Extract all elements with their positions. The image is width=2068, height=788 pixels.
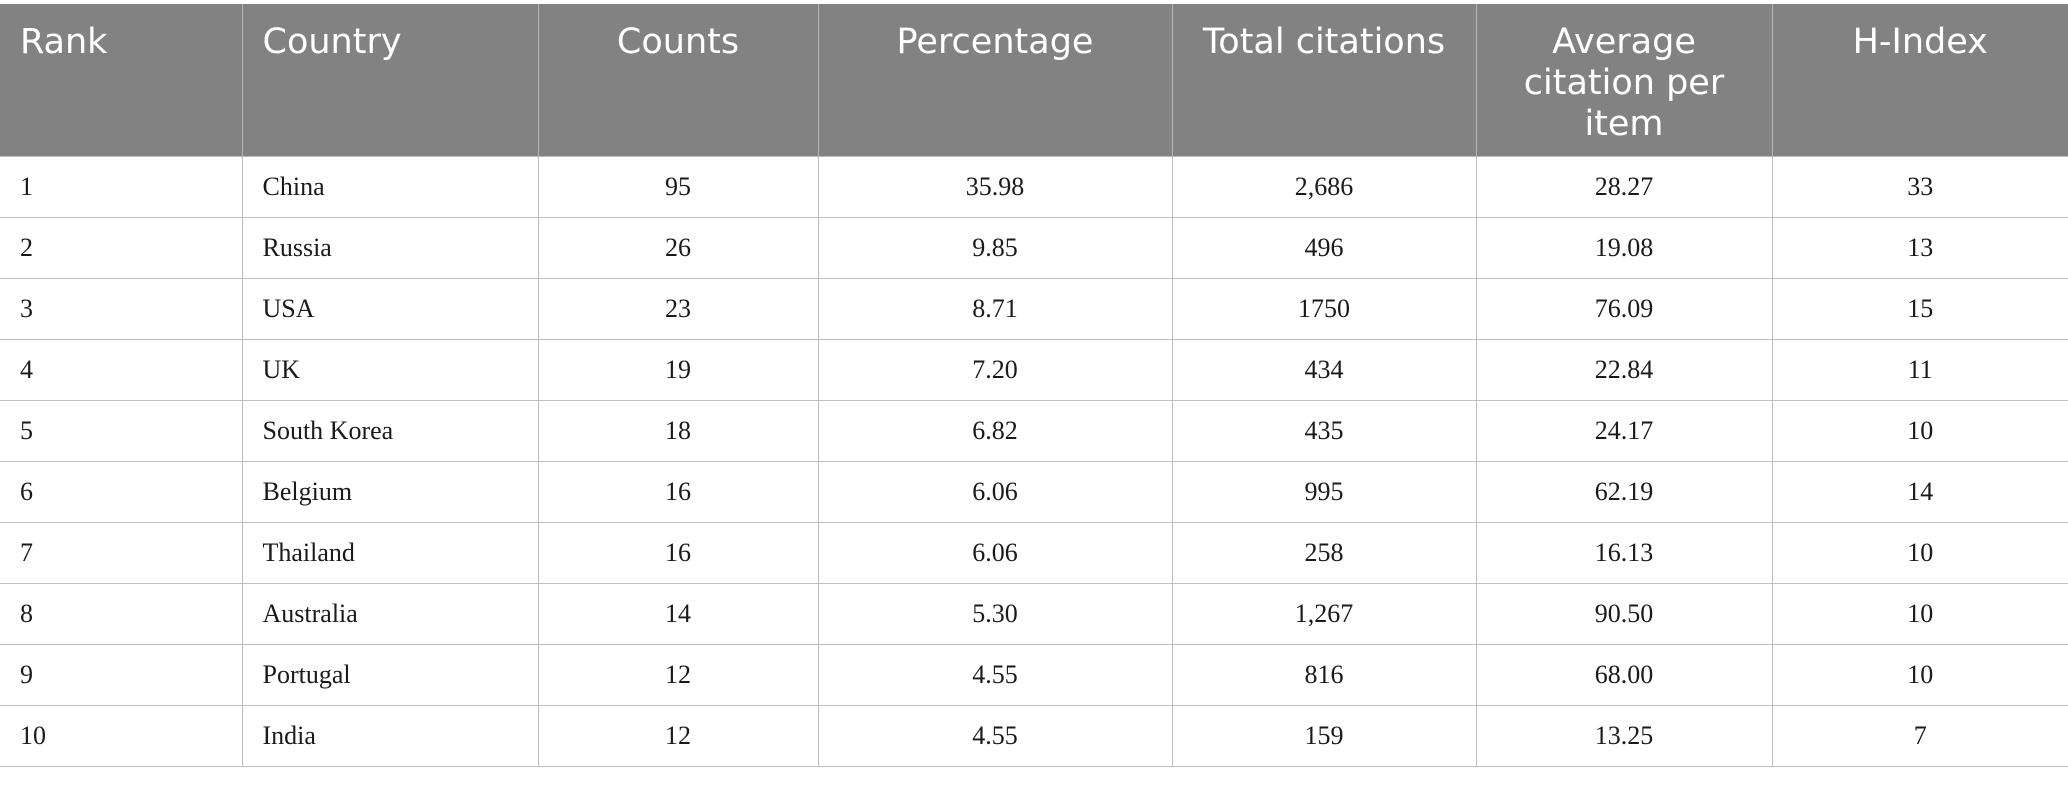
cell-rank: 5 <box>0 399 243 462</box>
cell-percentage: 4.55 <box>818 643 1173 706</box>
cell-percentage: 9.85 <box>818 216 1173 279</box>
cell-percentage: 35.98 <box>818 155 1173 218</box>
table-row: 6 Belgium 16 6.06 995 62.19 14 <box>0 460 2068 523</box>
cell-percentage: 6.82 <box>818 399 1173 462</box>
cell-percentage: 4.55 <box>818 704 1173 767</box>
cell-rank: 10 <box>0 704 243 767</box>
cell-percentage: 8.71 <box>818 277 1173 340</box>
cell-total-citations: 2,686 <box>1172 155 1477 218</box>
cell-counts: 16 <box>538 460 819 523</box>
cell-average-citation: 28.27 <box>1476 155 1773 218</box>
table-row: 3 USA 23 8.71 1750 76.09 15 <box>0 277 2068 340</box>
cell-rank: 4 <box>0 338 243 401</box>
cell-percentage: 5.30 <box>818 582 1173 645</box>
cell-rank: 9 <box>0 643 243 706</box>
table-row: 1 China 95 35.98 2,686 28.27 33 <box>0 155 2068 218</box>
cell-average-citation: 13.25 <box>1476 704 1773 767</box>
cell-counts: 12 <box>538 704 819 767</box>
cell-counts: 12 <box>538 643 819 706</box>
country-ranking-table: Rank Country Counts Percentage Total cit… <box>0 4 2068 767</box>
cell-percentage: 6.06 <box>818 460 1173 523</box>
header-row: Rank Country Counts Percentage Total cit… <box>0 4 2068 156</box>
table-row: 10 India 12 4.55 159 13.25 7 <box>0 704 2068 767</box>
cell-counts: 95 <box>538 155 819 218</box>
cell-h-index: 13 <box>1772 216 2068 279</box>
cell-country: Portugal <box>242 643 539 706</box>
header-country: Country <box>242 4 539 156</box>
cell-counts: 26 <box>538 216 819 279</box>
header-total-citations: Total citations <box>1172 4 1477 156</box>
cell-rank: 7 <box>0 521 243 584</box>
cell-total-citations: 816 <box>1172 643 1477 706</box>
cell-average-citation: 62.19 <box>1476 460 1773 523</box>
cell-country: South Korea <box>242 399 539 462</box>
header-percentage: Percentage <box>818 4 1173 156</box>
table-row: 9 Portugal 12 4.55 816 68.00 10 <box>0 643 2068 706</box>
cell-average-citation: 19.08 <box>1476 216 1773 279</box>
table-row: 7 Thailand 16 6.06 258 16.13 10 <box>0 521 2068 584</box>
cell-country: India <box>242 704 539 767</box>
cell-h-index: 10 <box>1772 643 2068 706</box>
cell-country: Russia <box>242 216 539 279</box>
cell-h-index: 14 <box>1772 460 2068 523</box>
cell-country: UK <box>242 338 539 401</box>
header-counts: Counts <box>538 4 819 156</box>
table-row: 2 Russia 26 9.85 496 19.08 13 <box>0 216 2068 279</box>
table-header: Rank Country Counts Percentage Total cit… <box>0 4 2068 156</box>
cell-total-citations: 995 <box>1172 460 1477 523</box>
cell-counts: 23 <box>538 277 819 340</box>
cell-average-citation: 68.00 <box>1476 643 1773 706</box>
cell-counts: 14 <box>538 582 819 645</box>
cell-rank: 2 <box>0 216 243 279</box>
cell-average-citation: 76.09 <box>1476 277 1773 340</box>
cell-total-citations: 1750 <box>1172 277 1477 340</box>
cell-total-citations: 258 <box>1172 521 1477 584</box>
cell-counts: 16 <box>538 521 819 584</box>
cell-h-index: 15 <box>1772 277 2068 340</box>
cell-country: China <box>242 155 539 218</box>
header-average-citation: Average citation per item <box>1476 4 1773 156</box>
table-body: 1 China 95 35.98 2,686 28.27 33 2 Russia 26 9.85 49… <box>0 155 2068 767</box>
cell-country: Australia <box>242 582 539 645</box>
country-ranking-table-container: Rank Country Counts Percentage Total cit… <box>0 4 2068 767</box>
cell-h-index: 10 <box>1772 399 2068 462</box>
cell-rank: 3 <box>0 277 243 340</box>
cell-country: USA <box>242 277 539 340</box>
header-h-index: H-Index <box>1772 4 2068 156</box>
table-row: 5 South Korea 18 6.82 435 24.17 10 <box>0 399 2068 462</box>
cell-average-citation: 22.84 <box>1476 338 1773 401</box>
cell-h-index: 11 <box>1772 338 2068 401</box>
cell-country: Thailand <box>242 521 539 584</box>
cell-rank: 1 <box>0 155 243 218</box>
cell-counts: 19 <box>538 338 819 401</box>
table-row: 8 Australia 14 5.30 1,267 90.50 10 <box>0 582 2068 645</box>
cell-total-citations: 496 <box>1172 216 1477 279</box>
cell-total-citations: 159 <box>1172 704 1477 767</box>
cell-total-citations: 434 <box>1172 338 1477 401</box>
cell-total-citations: 435 <box>1172 399 1477 462</box>
cell-country: Belgium <box>242 460 539 523</box>
cell-rank: 6 <box>0 460 243 523</box>
cell-average-citation: 24.17 <box>1476 399 1773 462</box>
cell-percentage: 6.06 <box>818 521 1173 584</box>
cell-h-index: 33 <box>1772 155 2068 218</box>
cell-total-citations: 1,267 <box>1172 582 1477 645</box>
table-row: 4 UK 19 7.20 434 22.84 11 <box>0 338 2068 401</box>
cell-rank: 8 <box>0 582 243 645</box>
cell-h-index: 7 <box>1772 704 2068 767</box>
cell-counts: 18 <box>538 399 819 462</box>
header-rank: Rank <box>0 4 243 156</box>
cell-percentage: 7.20 <box>818 338 1173 401</box>
cell-h-index: 10 <box>1772 582 2068 645</box>
cell-h-index: 10 <box>1772 521 2068 584</box>
cell-average-citation: 90.50 <box>1476 582 1773 645</box>
cell-average-citation: 16.13 <box>1476 521 1773 584</box>
